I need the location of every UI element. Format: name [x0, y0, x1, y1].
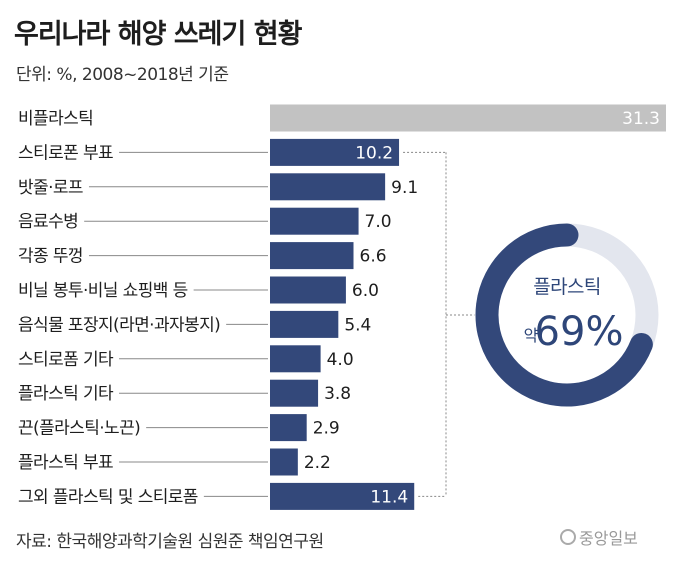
donut-arc [475, 223, 653, 407]
bar [270, 379, 319, 407]
category-label: 플라스틱 부표 [18, 453, 113, 473]
category-label: 음료수병 [18, 212, 78, 232]
category-label: 각종 뚜껑 [18, 247, 83, 267]
value-label: 10.2 [355, 143, 393, 163]
category-label: 스티로폼 기타 [18, 350, 114, 370]
value-label: 6.6 [360, 247, 387, 267]
chart-title: 우리나라 해양 쓰레기 현황 [14, 19, 302, 50]
value-label: 2.9 [313, 419, 340, 439]
value-label: 2.2 [304, 453, 331, 473]
bar [270, 276, 346, 304]
value-label: 9.1 [391, 178, 418, 198]
bar [270, 138, 400, 166]
chart-subtitle: 단위: %, 2008~2018년 기준 [16, 65, 229, 85]
bars-layer: 비플라스틱 31.3 스티로폰 부표 10.2 밧줄·로프 9.1 음료수병 7.0 각종 뚜껑… [18, 104, 666, 510]
bar [270, 104, 666, 132]
value-label: 11.4 [370, 487, 408, 507]
category-label: 스티로폰 부표 [18, 143, 113, 163]
category-label: 그외 플라스틱 및 스티로폼 [18, 487, 198, 507]
value-label: 3.8 [324, 384, 351, 404]
logo-text: 중앙일보 [579, 529, 638, 548]
bar [270, 310, 339, 338]
publisher-logo: 중앙일보 [560, 525, 638, 549]
bar [270, 448, 298, 476]
bar [270, 242, 354, 270]
category-label: 비플라스틱 [18, 109, 93, 129]
category-label: 밧줄·로프 [18, 178, 83, 198]
bracket-layer [403, 151, 476, 497]
bar [270, 414, 307, 442]
category-label: 플라스틱 기타 [18, 384, 114, 404]
bar [270, 207, 359, 235]
donut-category-label: 플라스틱 [533, 276, 601, 298]
value-label: 31.3 [622, 109, 660, 129]
category-label: 끈(플라스틱·노끈) [18, 419, 140, 439]
donut-percent: 69% [535, 309, 624, 355]
logo-mark-icon [560, 529, 576, 545]
donut-background [474, 222, 660, 408]
source-note: 자료: 한국해양과학기술원 심원준 책임연구원 [16, 532, 324, 552]
value-label: 4.0 [327, 350, 354, 370]
bar [270, 173, 386, 201]
value-label: 7.0 [365, 212, 392, 232]
bar [270, 482, 415, 510]
category-label: 음식물 포장지(라면·과자봉지) [18, 315, 220, 335]
bar [270, 345, 321, 373]
value-label: 6.0 [352, 281, 379, 301]
category-label: 비닐 봉투·비닐 쇼핑백 등 [18, 281, 188, 301]
value-label: 5.4 [344, 315, 371, 335]
donut-prefix: 약 [524, 326, 539, 345]
